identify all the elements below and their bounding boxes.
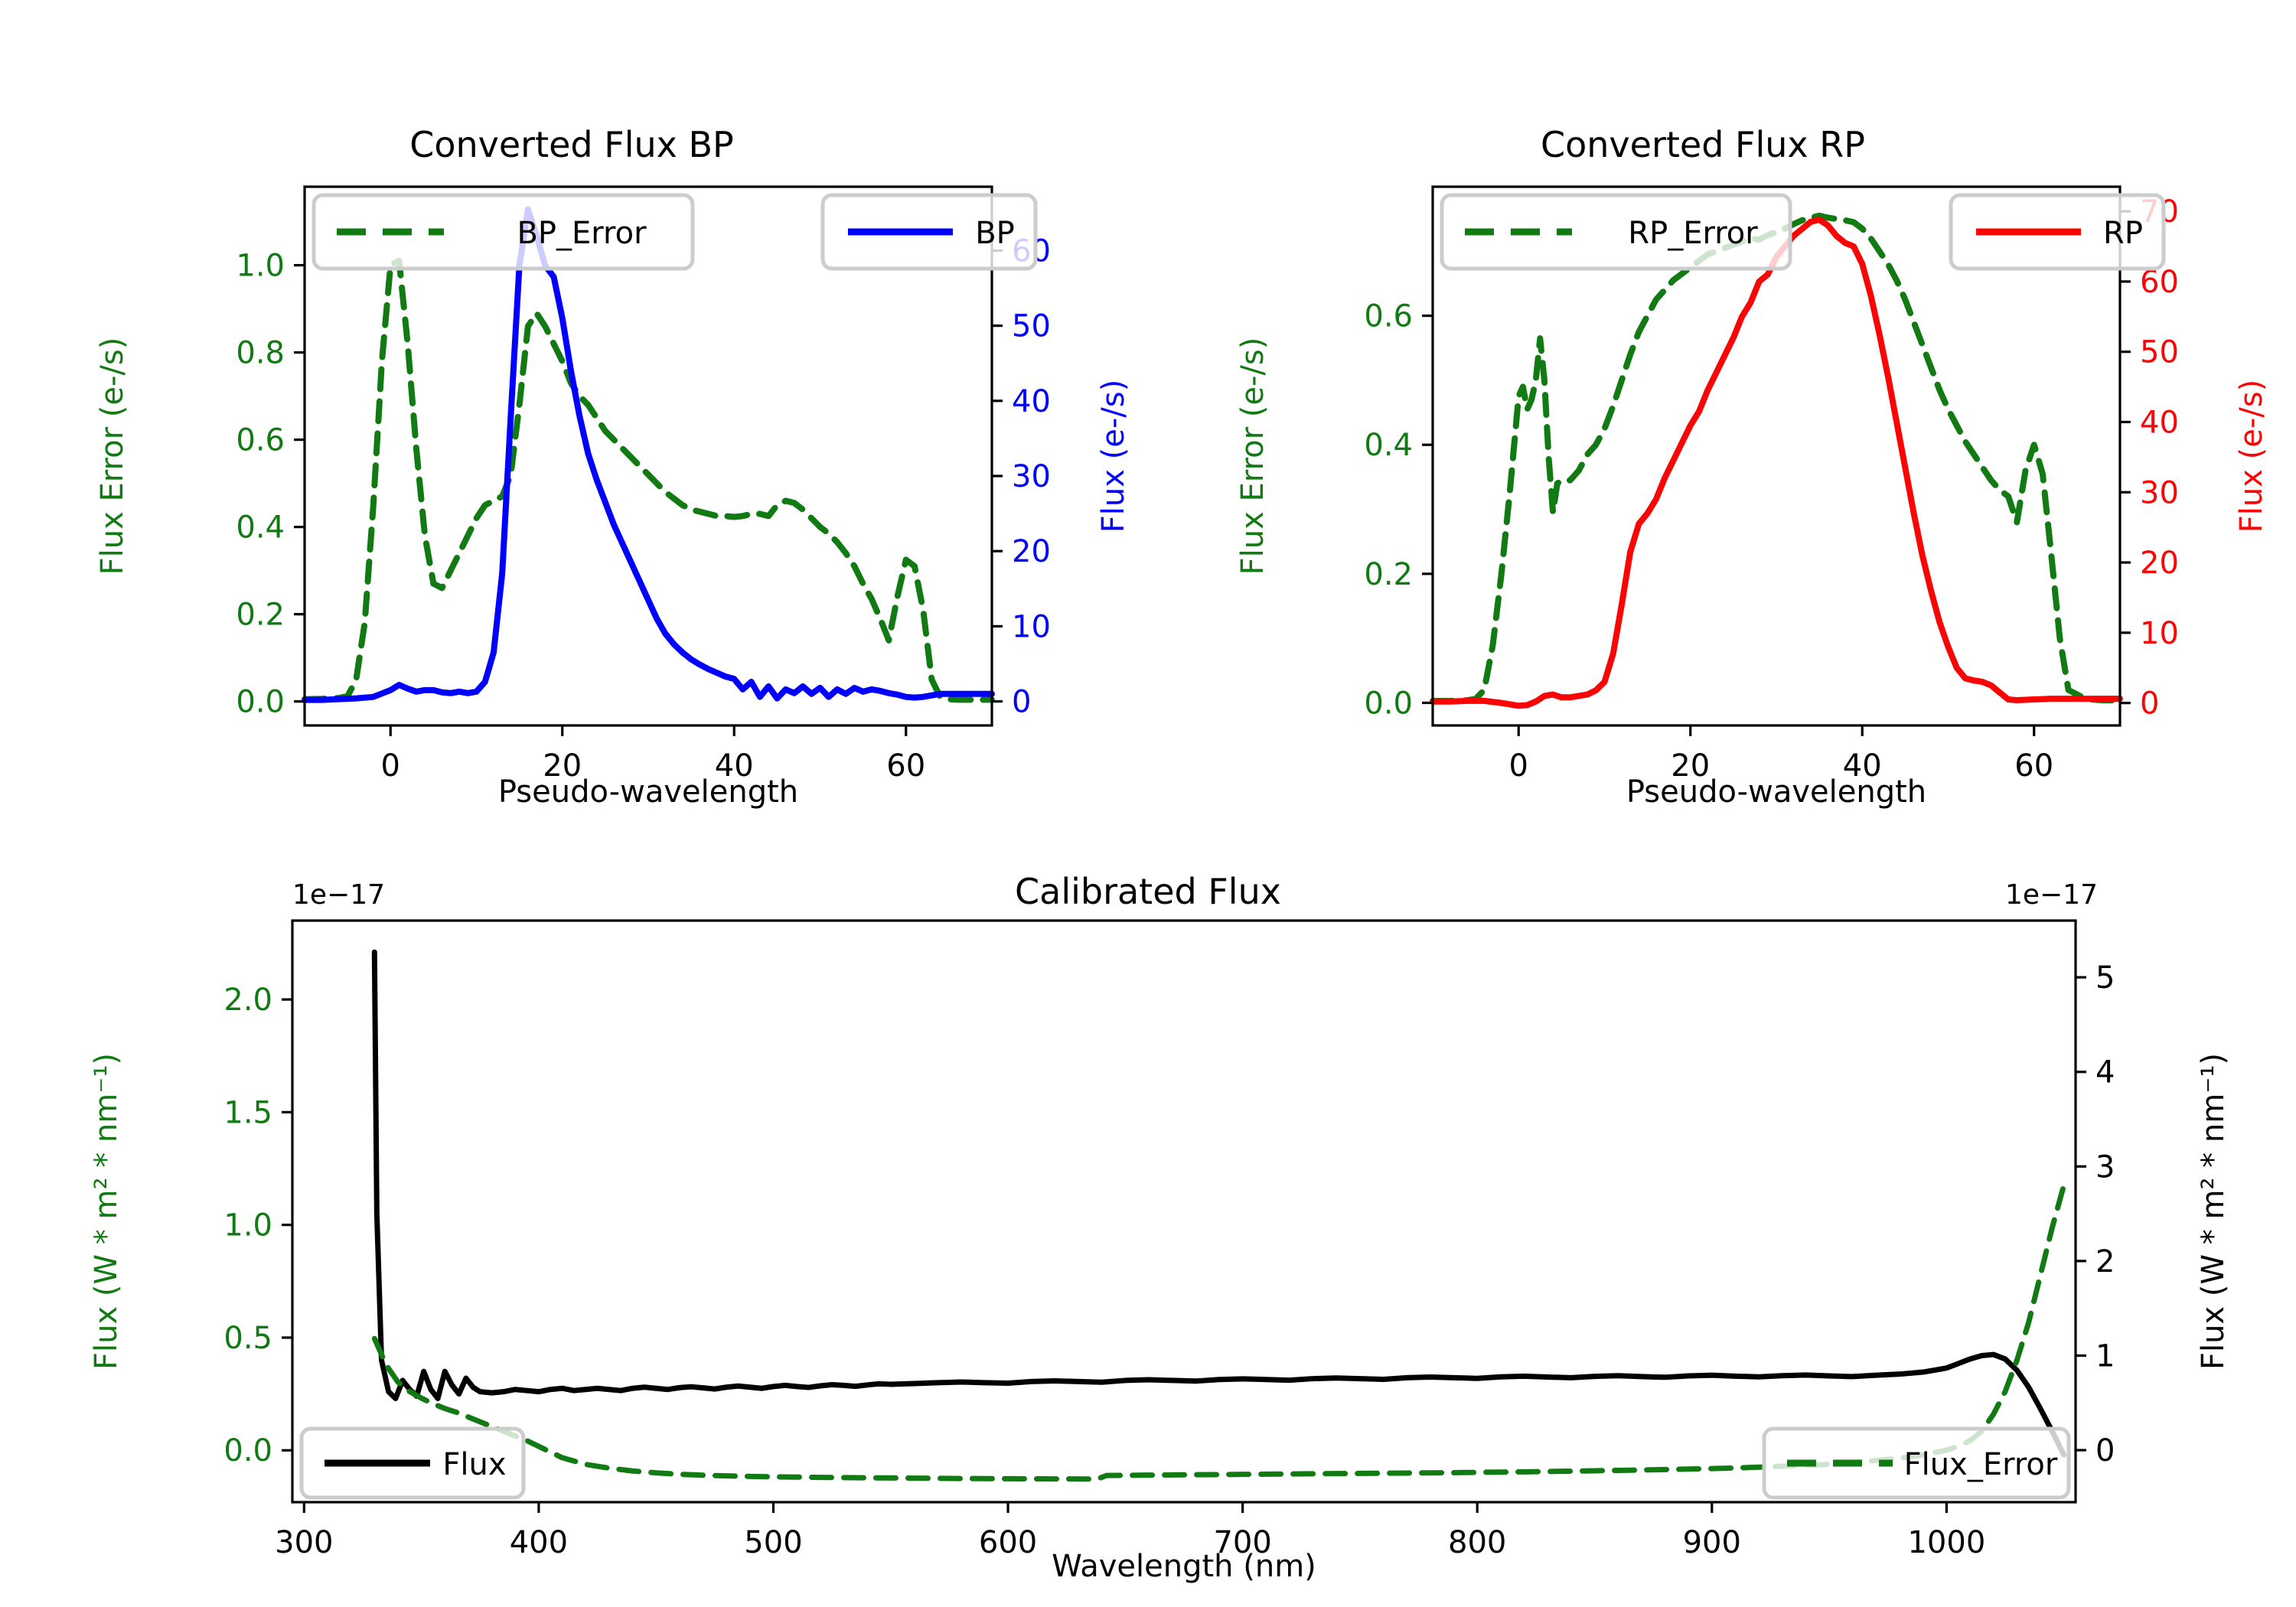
- ytick-right-label: 0: [2095, 1433, 2115, 1468]
- calibrated-tick-marks: [282, 976, 2086, 1513]
- calibrated-yaxis-left-label: Flux (W * m² * nm⁻¹): [89, 1053, 124, 1370]
- calibrated-title: Calibrated Flux: [1015, 871, 1281, 912]
- ytick-right-label: 0: [2140, 686, 2159, 722]
- calibrated-xaxis-label: Wavelength (nm): [1052, 1549, 1316, 1584]
- rp-legend-flux-label: RP: [2103, 216, 2143, 251]
- ytick-right-label: 4: [2095, 1055, 2115, 1090]
- ytick-left-label: 0.6: [236, 423, 285, 458]
- ytick-right-label: 2: [2095, 1244, 2115, 1279]
- ytick-right-label: 40: [1012, 384, 1051, 419]
- ytick-right-label: 40: [2140, 405, 2179, 440]
- series-bp: [302, 206, 995, 703]
- series-rp-error: [1430, 212, 2123, 704]
- xtick-label: 20: [543, 748, 582, 784]
- calibrated-yaxis-right-label: Flux (W * m² * nm⁻¹): [2196, 1053, 2231, 1370]
- rp-chart-svg: Converted Flux RP 0 20 40 60 0.0 0.2 0.4 0.6 0 10…: [1235, 124, 2269, 810]
- bp-axes-frame: [303, 185, 993, 727]
- ytick-left-label: 0.0: [223, 1433, 272, 1468]
- xtick-label: 400: [510, 1525, 568, 1560]
- calibrated-legend-flux[interactable]: Flux: [299, 1426, 526, 1500]
- ytick-left-label: 0.4: [1364, 428, 1413, 463]
- xtick-label: 500: [744, 1525, 802, 1560]
- bp-title: Converted Flux BP: [409, 124, 734, 165]
- ytick-left-label: 1.5: [223, 1095, 272, 1130]
- xtick-label: 600: [979, 1525, 1037, 1560]
- bp-yaxis-right-label: Flux (e-/s): [1096, 380, 1131, 533]
- calibrated-legend-flux-error[interactable]: Flux_Error: [1762, 1426, 2071, 1500]
- ytick-left-label: 0.8: [236, 336, 285, 371]
- bp-data-curves: [302, 206, 995, 703]
- xtick-label: 40: [715, 748, 754, 784]
- ytick-right-label: 1: [2095, 1338, 2115, 1374]
- ytick-right-label: 10: [2140, 616, 2179, 651]
- ytick-left-label: 2.0: [223, 983, 272, 1018]
- calibrated-chart-svg: Calibrated Flux 1e−17 1e−17 300 400 500 600…: [89, 871, 2231, 1584]
- rp-title: Converted Flux RP: [1541, 124, 1865, 165]
- xtick-label: 0: [381, 748, 400, 784]
- ytick-right-label: 5: [2095, 960, 2115, 996]
- ytick-right-label: 30: [2140, 475, 2179, 510]
- ytick-right-label: 50: [1012, 309, 1051, 344]
- rp-legend-error-label: RP_Error: [1628, 216, 1758, 251]
- xtick-label: 300: [275, 1525, 333, 1560]
- rp-legend-error[interactable]: RP_Error: [1440, 193, 1792, 271]
- ytick-left-label: 0.2: [236, 598, 285, 633]
- panel-calibrated-flux: Calibrated Flux 1e−17 1e−17 300 400 500 600…: [0, 830, 2296, 1607]
- series-flux: [371, 949, 2067, 1458]
- calibrated-tick-labels: 300 400 500 600 700 800 900 1000 0.0 0.5 1.0 1.5 2.0…: [223, 960, 2115, 1560]
- calibrated-left-offset-label: 1e−17: [292, 879, 385, 911]
- ytick-left-label: 1.0: [223, 1208, 272, 1244]
- panel-converted-flux-rp: Converted Flux RP 0 20 40 60 0.0 0.2 0.4 0.6 0 10…: [1148, 0, 2296, 830]
- bp-legend-flux[interactable]: BP: [820, 193, 1038, 271]
- ytick-right-label: 10: [1012, 609, 1051, 644]
- rp-xaxis-label: Pseudo-wavelength: [1626, 774, 1926, 810]
- rp-legend-flux[interactable]: RP: [1949, 193, 2166, 271]
- panel-converted-flux-bp: Converted Flux BP 0 20 40 60 0.0 0.2 0.4 0.6 0.8…: [0, 0, 1148, 830]
- xtick-label: 700: [1213, 1525, 1271, 1560]
- xtick-label: 1000: [1907, 1525, 1985, 1560]
- bp-chart-svg: Converted Flux BP 0 20 40 60 0.0 0.2 0.4 0.6 0.8…: [95, 124, 1131, 810]
- bp-yaxis-left-label: Flux Error (e-/s): [95, 337, 130, 575]
- ytick-left-label: 1.0: [236, 249, 285, 284]
- calibrated-right-offset-label: 1e−17: [2005, 879, 2098, 911]
- ytick-right-label: 30: [1012, 459, 1051, 494]
- ytick-right-label: 20: [2140, 546, 2179, 581]
- xtick-label: 800: [1448, 1525, 1506, 1560]
- ytick-right-label: 20: [1012, 534, 1051, 569]
- xtick-label: 60: [2014, 748, 2053, 784]
- ytick-left-label: 0.4: [236, 510, 285, 546]
- bp-legend-error-label: BP_Error: [517, 216, 647, 251]
- calibrated-legend-flux-error-label: Flux_Error: [1904, 1447, 2058, 1482]
- rp-yaxis-left-label: Flux Error (e-/s): [1235, 337, 1270, 575]
- ytick-right-label: 3: [2095, 1149, 2115, 1185]
- bp-xaxis-label: Pseudo-wavelength: [498, 774, 798, 810]
- calibrated-axes-frame: [291, 919, 2077, 1504]
- rp-axes-frame: [1431, 185, 2122, 727]
- ytick-right-label: 50: [2140, 335, 2179, 370]
- xtick-label: 20: [1671, 748, 1710, 784]
- ytick-right-label: 0: [1012, 685, 1031, 720]
- xtick-label: 40: [1843, 748, 1882, 784]
- calibrated-legend-flux-label: Flux: [442, 1447, 506, 1482]
- rp-yaxis-right-label: Flux (e-/s): [2234, 380, 2269, 533]
- ytick-left-label: 0.0: [236, 685, 285, 720]
- calibrated-plot-area: 300 400 500 600 700 800 900 1000 0.0 0.5 1.0 1.5 2.0…: [223, 919, 2115, 1560]
- xtick-label: 60: [886, 748, 925, 784]
- series-bp-error: [302, 257, 995, 703]
- ytick-right-label: 60: [2140, 265, 2179, 300]
- ytick-left-label: 0.6: [1364, 299, 1413, 334]
- bp-legend-error[interactable]: BP_Error: [311, 193, 695, 271]
- ytick-left-label: 0.0: [1364, 686, 1413, 721]
- ytick-left-label: 0.2: [1364, 557, 1413, 592]
- xtick-label: 0: [1509, 748, 1528, 784]
- ytick-left-label: 0.5: [223, 1321, 272, 1356]
- xtick-label: 900: [1683, 1525, 1741, 1560]
- bp-legend-flux-label: BP: [975, 216, 1015, 251]
